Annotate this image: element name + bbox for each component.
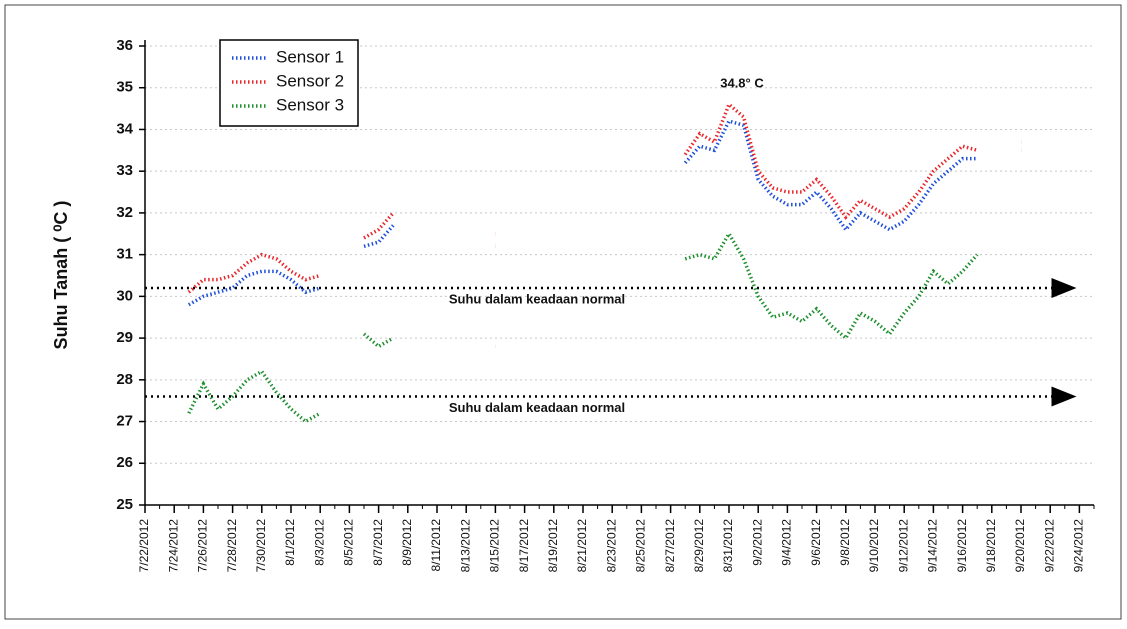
x-tick-label: 9/22/2012 [1042, 519, 1056, 573]
x-tick-label: 8/31/2012 [721, 519, 735, 573]
y-axis-label: Suhu Tanah ( ⁰C ) [51, 201, 71, 350]
x-tick-label: 9/24/2012 [1072, 519, 1086, 573]
y-tick-label: 32 [116, 204, 133, 221]
x-tick-label: 9/4/2012 [780, 519, 794, 566]
x-tick-label: 8/25/2012 [634, 519, 648, 573]
y-tick-label: 33 [116, 162, 133, 179]
x-tick-label: 8/11/2012 [429, 519, 443, 572]
x-tick-label: 8/9/2012 [400, 519, 414, 566]
x-tick-label: 8/15/2012 [488, 519, 502, 573]
x-tick-label: 9/18/2012 [984, 519, 998, 573]
y-tick-label: 27 [116, 413, 133, 430]
y-tick-label: 34 [116, 120, 133, 137]
series-line [187, 230, 1022, 424]
frame [4, 4, 1122, 620]
x-tick-label: 7/22/2012 [137, 519, 151, 573]
x-tick-label: 7/24/2012 [166, 519, 180, 573]
x-tick-label: 7/30/2012 [254, 519, 268, 573]
y-tick-label: 35 [116, 79, 133, 96]
x-tick-label: 8/27/2012 [663, 519, 677, 573]
x-tick-label: 9/6/2012 [809, 519, 823, 566]
x-tick-label: 8/19/2012 [546, 519, 560, 573]
y-tick-label: 36 [116, 37, 133, 54]
y-tick-label: 25 [116, 496, 133, 513]
x-tick-label: 9/2/2012 [750, 519, 764, 566]
y-tick-label: 26 [116, 454, 133, 471]
x-tick-label: 8/17/2012 [517, 519, 531, 573]
x-tick-label: 7/26/2012 [196, 519, 210, 573]
x-tick-label: 9/12/2012 [896, 519, 910, 573]
reference-label: Suhu dalam keadaan normal [449, 291, 625, 306]
series-line [187, 119, 1022, 307]
legend-box [219, 39, 359, 127]
x-tick-label: 8/3/2012 [312, 519, 326, 566]
x-tick-label: 8/21/2012 [575, 519, 589, 573]
x-tick-label: 8/7/2012 [371, 519, 385, 566]
x-tick-label: 7/28/2012 [225, 519, 239, 573]
x-tick-label: 8/1/2012 [283, 519, 297, 566]
reference-label: Suhu dalam keadaan normal [449, 400, 625, 415]
x-tick-label: 9/20/2012 [1013, 519, 1027, 573]
y-tick-label: 31 [116, 246, 133, 263]
x-tick-label: 8/5/2012 [342, 519, 356, 566]
y-tick-label: 30 [116, 287, 133, 304]
y-tick-label: 29 [116, 329, 133, 346]
series-line [187, 101, 1022, 294]
legend-label: Sensor 3 [276, 95, 344, 114]
x-tick-label: 9/14/2012 [926, 519, 940, 573]
x-tick-label: 9/16/2012 [955, 519, 969, 573]
x-tick-label: 8/23/2012 [604, 519, 618, 573]
x-tick-label: 9/10/2012 [867, 519, 881, 573]
legend-label: Sensor 1 [276, 47, 344, 66]
y-tick-label: 28 [116, 371, 133, 388]
x-tick-label: 8/13/2012 [458, 519, 472, 573]
x-tick-label: 9/8/2012 [838, 519, 852, 566]
x-tick-label: 8/29/2012 [692, 519, 706, 573]
peak-annotation: 34.8° C [720, 75, 764, 90]
legend-label: Sensor 2 [276, 71, 344, 90]
